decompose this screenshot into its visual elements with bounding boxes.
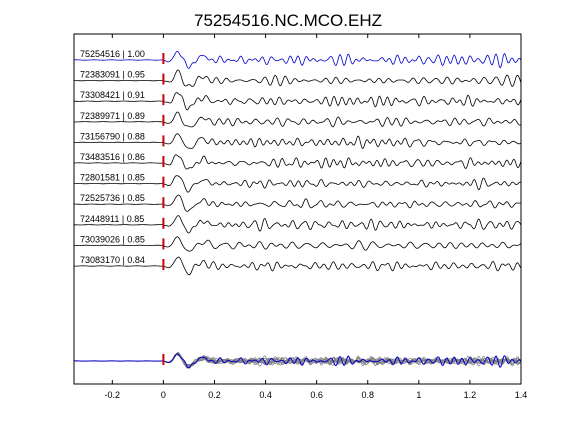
trace-label: 72525736 | 0.85	[80, 193, 145, 203]
x-tick-label: 0	[161, 390, 166, 400]
x-tick-label: 0.6	[310, 390, 323, 400]
x-tick-label: -0.2	[105, 390, 121, 400]
trace-line	[73, 50, 522, 69]
trace-group: 75254516 | 1.00 72383091 | 0.95 73308421 |…	[73, 49, 522, 276]
trace-label: 72448911 | 0.85	[80, 214, 144, 224]
trace-line	[73, 133, 521, 150]
x-tick-label: 1.2	[464, 390, 477, 400]
trace-label: 75254516 | 1.00	[80, 49, 145, 59]
chart-title: 75254516.NC.MCO.EHZ	[194, 11, 382, 30]
trace-label: 73039026 | 0.85	[80, 234, 145, 244]
trace-line	[74, 175, 521, 193]
x-tick-label: 0.2	[208, 390, 221, 400]
trace-label: 72801581 | 0.85	[80, 173, 145, 183]
x-tick-label: 0.4	[259, 390, 272, 400]
x-axis: -0.2 0 0.2 0.4 0.6 0.8 1 1.2 1.4	[105, 34, 528, 400]
trace-label: 72383091 | 0.95	[80, 70, 145, 80]
stack-reference-trace	[74, 353, 522, 369]
trace-label: 73483516 | 0.86	[80, 152, 145, 162]
trace-line	[73, 154, 522, 170]
x-tick-label: 1.4	[515, 390, 528, 400]
x-tick-label: 0.8	[361, 390, 374, 400]
x-tick-label: 1	[416, 390, 421, 400]
trace-line	[73, 69, 522, 88]
trace-line	[74, 111, 521, 128]
trace-label: 72389971 | 0.89	[80, 111, 145, 121]
trace-label: 73308421 | 0.91	[80, 90, 145, 100]
trace-line	[74, 236, 521, 252]
trace-line	[74, 194, 521, 212]
trace-line	[74, 256, 522, 276]
trace-line	[73, 215, 522, 234]
trace-line	[74, 92, 522, 111]
trace-label: 73156790 | 0.88	[80, 131, 145, 141]
stack-group	[73, 351, 522, 369]
axes-frame	[73, 33, 522, 385]
trace-label: 73083170 | 0.84	[80, 255, 145, 265]
